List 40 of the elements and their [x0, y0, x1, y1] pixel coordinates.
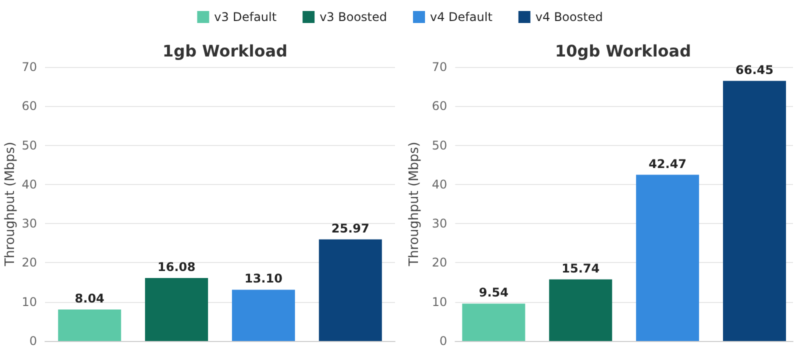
bar [58, 310, 122, 341]
bar [636, 174, 700, 341]
legend-label: v3 Boosted [320, 10, 388, 24]
data-label: 8.04 [74, 292, 104, 306]
y-tick-label: 20 [432, 256, 448, 270]
chart-title: 1gb Workload [162, 42, 288, 60]
bar [462, 304, 526, 341]
data-label: 42.47 [648, 156, 687, 171]
bar [318, 239, 382, 341]
y-tick-label: 0 [440, 334, 448, 348]
bar [232, 290, 295, 341]
data-label: 9.54 [478, 286, 508, 300]
chart-title: 10gb Workload [554, 42, 692, 60]
y-tick-label: 40 [432, 177, 448, 192]
y-tick-label: 50 [432, 138, 448, 152]
y-tick-label: 0 [29, 334, 37, 348]
y-tick-label: 70 [22, 60, 37, 74]
bar [549, 279, 612, 341]
data-label: 13.10 [244, 272, 282, 286]
y-tick-label: 70 [432, 60, 448, 74]
y-tick-label: 10 [22, 294, 37, 309]
data-label: 15.74 [562, 261, 600, 276]
data-label: 16.08 [158, 260, 196, 274]
y-axis-title: Throughput (Mbps) [3, 142, 18, 268]
data-label: 25.97 [331, 221, 370, 236]
y-tick-label: 20 [22, 256, 37, 270]
y-tick-label: 50 [22, 138, 37, 152]
y-tick-label: 30 [432, 216, 448, 231]
bar [145, 278, 208, 341]
legend-label: v4 Boosted [535, 10, 603, 24]
legend-label: v3 Default [214, 10, 277, 24]
y-tick-label: 60 [432, 99, 448, 114]
y-tick-label: 40 [22, 177, 37, 192]
legend-label: v4 Default [430, 10, 493, 24]
y-tick-label: 10 [432, 294, 448, 309]
bar [722, 80, 786, 341]
y-axis-title: Throughput (Mbps) [407, 142, 422, 268]
y-tick-label: 60 [22, 99, 37, 114]
y-tick-label: 30 [22, 216, 37, 231]
data-label: 66.45 [736, 62, 774, 77]
